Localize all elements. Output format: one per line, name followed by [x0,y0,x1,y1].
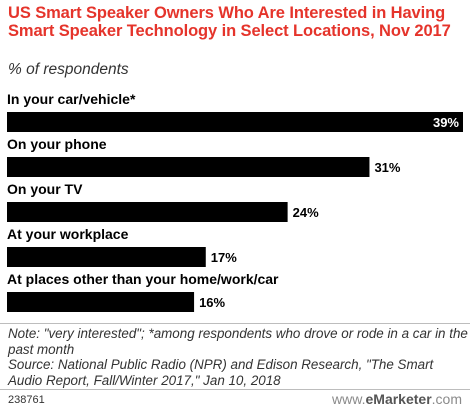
value-label-at-your-workplace: 17% [211,250,237,265]
category-label-in-your-car-vehicle: In your car/vehicle* [7,91,136,107]
bar-at-places-other-than-your-home-work-car [7,292,195,312]
bar-at-your-workplace [7,247,206,267]
brand-suffix: .com [431,391,462,407]
value-label-on-your-tv: 24% [293,205,319,220]
value-label-in-your-car-vehicle: 39% [433,115,459,130]
category-label-on-your-tv: On your TV [7,181,83,197]
divider-top [0,323,470,324]
bar-on-your-phone [7,157,370,177]
chart-id: 238761 [8,394,45,406]
category-label-at-places-other-than-your-home-work-car: At places other than your home/work/car [7,271,279,287]
note-text: Note: "very interested"; *among responde… [8,326,468,357]
brand-prefix: www. [332,391,366,407]
value-label-on-your-phone: 31% [374,160,400,175]
chart-title: US Smart Speaker Owners Who Are Interest… [8,4,451,40]
divider-bottom [0,389,470,390]
brand-name: eMarketer [365,391,432,407]
chart-subtitle: % of respondents [8,61,129,78]
value-label-at-places-other-than-your-home-work-car: 16% [199,295,225,310]
bar-in-your-car-vehicle [7,112,463,132]
category-label-at-your-workplace: At your workplace [7,226,129,242]
chart-footnote: Note: "very interested"; *among responde… [8,326,468,388]
category-label-on-your-phone: On your phone [7,136,107,152]
bar-on-your-tv [7,202,288,222]
emarketer-logo: www.eMarketer.com [332,391,462,407]
source-text: Source: National Public Radio (NPR) and … [8,357,434,388]
bar-chart: In your car/vehicle* 39% On your phone 31% O… [7,91,463,312]
